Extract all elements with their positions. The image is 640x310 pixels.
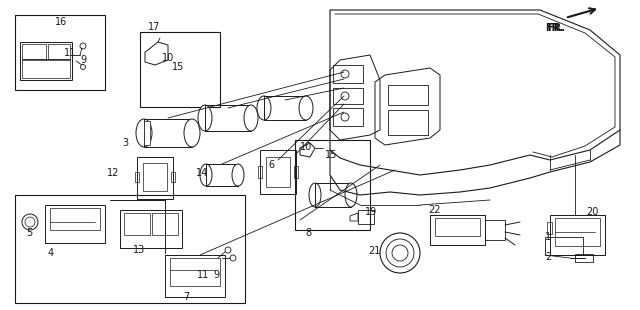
Ellipse shape	[244, 105, 258, 131]
Text: 9: 9	[213, 270, 219, 280]
Circle shape	[22, 214, 38, 230]
Bar	[333, 88, 363, 104]
Bar	[205, 105, 251, 131]
Circle shape	[25, 217, 35, 227]
Bar	[333, 108, 363, 126]
Bar	[575, 254, 593, 262]
Bar	[294, 166, 298, 178]
Bar	[266, 157, 290, 187]
Ellipse shape	[198, 105, 212, 131]
Text: 8: 8	[305, 228, 311, 238]
Circle shape	[81, 64, 86, 69]
Bar	[547, 222, 552, 234]
Text: 4: 4	[48, 248, 54, 258]
Bar	[15, 15, 105, 90]
Bar	[258, 166, 262, 178]
Bar	[143, 163, 167, 191]
Bar	[152, 213, 178, 235]
Bar	[124, 213, 150, 235]
Circle shape	[341, 70, 349, 78]
Circle shape	[80, 43, 86, 49]
Bar	[137, 157, 173, 199]
Bar	[206, 164, 238, 186]
Circle shape	[230, 255, 236, 261]
Ellipse shape	[309, 183, 321, 207]
Bar	[48, 44, 70, 59]
Bar	[358, 210, 374, 224]
Bar	[135, 172, 139, 182]
Bar	[171, 172, 175, 182]
Bar	[260, 150, 296, 194]
Text: 6: 6	[268, 160, 274, 170]
Circle shape	[341, 92, 349, 100]
Text: FR.: FR.	[547, 23, 565, 33]
Text: 10: 10	[162, 53, 174, 63]
Bar	[144, 121, 150, 145]
Circle shape	[392, 245, 408, 261]
Bar	[295, 140, 370, 230]
Bar	[388, 85, 428, 105]
Text: 15: 15	[325, 150, 337, 160]
Bar	[550, 215, 605, 255]
Text: 9: 9	[80, 55, 86, 65]
Text: 20: 20	[586, 207, 598, 217]
Bar	[388, 110, 428, 135]
Text: 19: 19	[365, 207, 377, 217]
Bar	[315, 183, 351, 207]
Bar	[20, 42, 72, 80]
Circle shape	[225, 247, 231, 253]
Ellipse shape	[257, 96, 271, 120]
Bar	[430, 215, 485, 245]
Bar	[555, 218, 600, 246]
Bar	[485, 220, 505, 240]
Ellipse shape	[345, 183, 357, 207]
Ellipse shape	[136, 119, 152, 147]
Bar	[50, 208, 100, 230]
Text: 14: 14	[196, 168, 208, 178]
Circle shape	[380, 233, 420, 273]
Bar	[545, 237, 583, 255]
Bar	[333, 65, 363, 83]
Text: 22: 22	[428, 205, 440, 215]
Ellipse shape	[232, 164, 244, 186]
Text: 11: 11	[197, 270, 209, 280]
Text: 21: 21	[368, 246, 380, 256]
Text: 1: 1	[545, 232, 551, 242]
Ellipse shape	[200, 164, 212, 186]
Text: 3: 3	[122, 138, 128, 148]
Bar	[435, 218, 480, 236]
Bar	[22, 60, 70, 78]
Text: 10: 10	[300, 142, 312, 152]
Text: 7: 7	[183, 292, 189, 302]
Bar	[45, 205, 105, 243]
Circle shape	[341, 113, 349, 121]
Text: 2: 2	[545, 252, 551, 262]
Bar	[15, 195, 245, 303]
Ellipse shape	[184, 119, 200, 147]
Bar	[144, 119, 192, 147]
Text: 12: 12	[107, 168, 120, 178]
Text: 11: 11	[64, 48, 76, 58]
Bar	[120, 210, 182, 248]
Text: 13: 13	[133, 245, 145, 255]
Bar	[140, 32, 220, 107]
Text: 15: 15	[172, 62, 184, 72]
Bar	[170, 258, 220, 286]
Bar	[22, 44, 46, 59]
Text: 17: 17	[148, 22, 161, 32]
Ellipse shape	[299, 96, 313, 120]
Text: 5: 5	[26, 228, 32, 238]
Bar	[165, 255, 225, 297]
Bar	[264, 96, 306, 120]
Circle shape	[386, 239, 414, 267]
Text: FR.: FR.	[545, 23, 563, 33]
Text: 16: 16	[55, 17, 67, 27]
